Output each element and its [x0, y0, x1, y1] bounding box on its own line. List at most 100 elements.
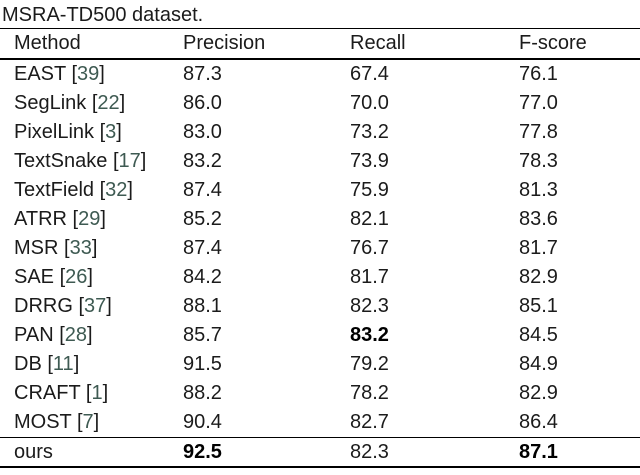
- method-cell: ours: [0, 438, 183, 468]
- method-name: DB: [14, 353, 42, 375]
- table-row: DB [11] 91.5 79.2 84.9: [0, 350, 640, 379]
- precision-cell: 84.2: [183, 266, 222, 288]
- citation-number: 11: [52, 353, 74, 375]
- table-row: ATRR [29] 85.2 82.1 83.6: [0, 205, 640, 234]
- method-cell: DRRG [37]: [0, 292, 183, 321]
- table-row: DRRG [37] 88.1 82.3 85.1: [0, 292, 640, 321]
- citation-link[interactable]: [17]: [112, 150, 147, 172]
- method-name: EAST: [14, 63, 66, 85]
- recall-cell: 81.7: [350, 266, 389, 288]
- citation-link[interactable]: [33]: [64, 237, 98, 259]
- recall-cell: 82.1: [350, 208, 389, 230]
- fscore-cell: 86.4: [519, 411, 558, 433]
- table-row: TextField [32] 87.4 75.9 81.3: [0, 176, 640, 205]
- method-name: MOST: [14, 411, 72, 433]
- citation-link[interactable]: [22]: [91, 92, 126, 114]
- method-name: SegLink: [14, 92, 87, 114]
- recall-cell: 70.0: [350, 92, 389, 114]
- method-name: TextField: [14, 179, 95, 201]
- citation-link[interactable]: [39]: [71, 63, 105, 85]
- fscore-cell: 84.5: [519, 324, 558, 346]
- method-name: PixelLink: [14, 121, 95, 143]
- table-row: TextSnake [17] 83.2 73.9 78.3: [0, 147, 640, 176]
- citation-link[interactable]: [32]: [99, 179, 133, 201]
- header-method: Method: [14, 32, 81, 54]
- fscore-cell: 76.1: [519, 63, 558, 85]
- table-row: CRAFT [1] 88.2 78.2 82.9: [0, 379, 640, 408]
- precision-cell: 86.0: [183, 92, 222, 114]
- precision-cell: 91.5: [183, 353, 222, 375]
- table-row: MOST [7] 90.4 82.7 86.4: [0, 408, 640, 438]
- method-cell: MSR [33]: [0, 234, 183, 263]
- method-cell: TextField [32]: [0, 176, 183, 205]
- method-cell: ATRR [29]: [0, 205, 183, 234]
- header-precision: Precision: [183, 32, 266, 54]
- recall-cell: 82.7: [350, 411, 389, 433]
- precision-cell: 90.4: [183, 411, 222, 433]
- table-row: PAN [28] 85.7 83.2 84.5: [0, 321, 640, 350]
- method-name: CRAFT: [14, 382, 81, 404]
- method-name: PAN: [14, 324, 54, 346]
- method-cell: CRAFT [1]: [0, 379, 183, 408]
- results-table: Method Precision Recall F-score EAST [39…: [0, 28, 640, 468]
- recall-cell: 83.2: [350, 324, 389, 346]
- method-name: SAE: [14, 266, 55, 288]
- method-cell: DB [11]: [0, 350, 183, 379]
- header-row: Method Precision Recall F-score: [0, 28, 640, 59]
- precision-cell: 83.0: [183, 121, 222, 143]
- recall-cell: 82.3: [350, 295, 389, 317]
- method-cell: PAN [28]: [0, 321, 183, 350]
- precision-cell: 85.2: [183, 208, 222, 230]
- citation-number: 37: [84, 295, 107, 317]
- table-row: PixelLink [3] 83.0 73.2 77.8: [0, 118, 640, 147]
- fscore-cell: 87.1: [519, 440, 558, 463]
- method-name: MSR: [14, 237, 59, 259]
- citation-number: 17: [118, 150, 141, 172]
- citation-link[interactable]: [37]: [78, 295, 112, 317]
- table-row: MSR [33] 87.4 76.7 81.7: [0, 234, 640, 263]
- table-caption: MSRA-TD500 dataset.: [2, 4, 204, 26]
- precision-cell: 85.7: [183, 324, 222, 346]
- citation-link[interactable]: [11]: [47, 353, 80, 375]
- fscore-cell: 78.3: [519, 150, 558, 172]
- precision-cell: 88.1: [183, 295, 222, 317]
- table-body: EAST [39] 87.3 67.4 76.1 SegLink [22] 86…: [0, 59, 640, 467]
- citation-number: 39: [77, 63, 100, 85]
- recall-cell: 78.2: [350, 382, 389, 404]
- table-row: EAST [39] 87.3 67.4 76.1: [0, 59, 640, 89]
- fscore-cell: 77.8: [519, 121, 558, 143]
- method-cell: PixelLink [3]: [0, 118, 183, 147]
- precision-cell: 83.2: [183, 150, 222, 172]
- citation-link[interactable]: [7]: [76, 411, 100, 433]
- citation-link[interactable]: [29]: [72, 208, 106, 230]
- precision-cell: 87.3: [183, 63, 222, 85]
- citation-number: 3: [105, 121, 117, 143]
- citation-number: 32: [105, 179, 128, 201]
- method-name: TextSnake: [14, 150, 108, 172]
- method-cell: EAST [39]: [0, 59, 183, 89]
- header-recall: Recall: [350, 32, 406, 54]
- precision-cell: 87.4: [183, 237, 222, 259]
- citation-number: 33: [69, 237, 92, 259]
- method-name: DRRG: [14, 295, 73, 317]
- fscore-cell: 81.3: [519, 179, 558, 201]
- citation-link[interactable]: [1]: [85, 382, 109, 404]
- citation-number: 28: [64, 324, 88, 346]
- table-header: Method Precision Recall F-score: [0, 28, 640, 59]
- fscore-cell: 82.9: [519, 382, 558, 404]
- citation-number: 7: [82, 411, 94, 433]
- citation-link[interactable]: [3]: [99, 121, 122, 143]
- method-cell: MOST [7]: [0, 408, 183, 438]
- citation-link[interactable]: [28]: [59, 324, 93, 346]
- method-cell: SAE [26]: [0, 263, 183, 292]
- precision-cell: 88.2: [183, 382, 222, 404]
- method-cell: TextSnake [17]: [0, 147, 183, 176]
- recall-cell: 79.2: [350, 353, 389, 375]
- fscore-cell: 85.1: [519, 295, 558, 317]
- precision-cell: 92.5: [183, 440, 222, 463]
- citation-link[interactable]: [26]: [59, 266, 93, 288]
- recall-cell: 76.7: [350, 237, 389, 259]
- fscore-cell: 84.9: [519, 353, 558, 375]
- fscore-cell: 83.6: [519, 208, 558, 230]
- fscore-cell: 81.7: [519, 237, 558, 259]
